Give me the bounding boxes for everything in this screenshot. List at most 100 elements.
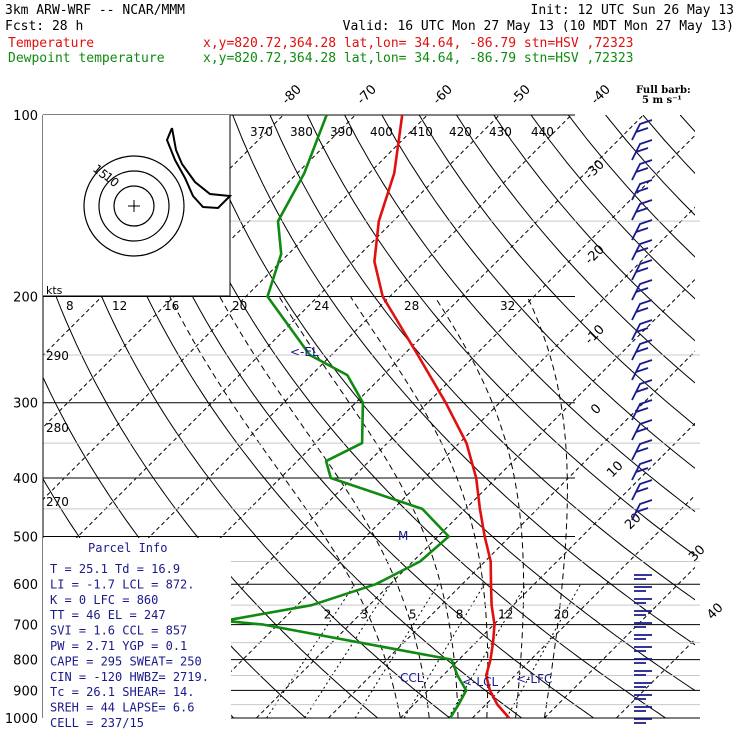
parcel-info-row: CIN = -120 HWBZ= 2719. — [50, 670, 209, 684]
wind-barb — [634, 694, 652, 700]
isotherm-label: 40 — [704, 601, 726, 623]
isotherm-line — [184, 206, 695, 718]
theta-label: 270 — [46, 495, 69, 509]
temperature-profile — [373, 114, 511, 719]
moist-adiabat-line — [219, 296, 430, 718]
wind-barb — [631, 219, 653, 241]
theta-label: 290 — [46, 349, 69, 363]
isotherm-line — [43, 115, 428, 501]
wind-barb — [635, 347, 649, 353]
hodograph-trace — [165, 127, 233, 210]
wind-barb — [635, 287, 649, 293]
isotherm-label: -60 — [430, 82, 456, 108]
hodograph-axis-label: 24 — [314, 299, 329, 313]
dry-adiabat-line — [381, 115, 695, 469]
parcel-level-label: <-LFC — [516, 672, 552, 686]
wind-barb — [631, 259, 653, 281]
dry-adiabat-line — [605, 115, 695, 216]
theta-label: 390 — [330, 125, 353, 139]
pressure-tick-label: 200 — [13, 291, 38, 306]
mixing-ratio-label: 3 — [360, 608, 368, 622]
mixing-ratio-line — [403, 583, 485, 719]
wind-barb — [634, 682, 652, 688]
wind-barb — [631, 239, 653, 261]
wind-barb — [631, 139, 653, 161]
pressure-tick-label: 400 — [13, 472, 38, 487]
mixing-ratio-line — [354, 583, 439, 719]
theta-label: 380 — [290, 125, 313, 139]
parcel-info-row: PW = 2.71 YGP = 0.1 — [50, 639, 187, 653]
wind-barb — [635, 387, 649, 393]
wind-barb — [634, 718, 652, 724]
wind-barb — [635, 467, 649, 473]
hodograph-axis-label: 12 — [112, 299, 127, 313]
wind-barb — [634, 622, 652, 628]
dry-adiabat-line — [306, 115, 695, 556]
mixing-ratio-line — [505, 583, 582, 719]
mixing-ratio-line — [447, 583, 527, 719]
pressure-tick-label: 900 — [13, 684, 38, 699]
hodograph-axis-label: 28 — [404, 299, 419, 313]
wind-barb — [631, 419, 653, 441]
wind-barb — [631, 439, 653, 461]
wind-barb — [634, 586, 652, 592]
wind-barb — [635, 267, 649, 273]
isotherm-line — [544, 566, 695, 718]
parcel-info-row: TT = 46 EL = 247 — [50, 608, 166, 622]
isotherm-label: -70 — [354, 82, 380, 108]
valid-time: Valid: 16 UTC Mon 27 May 13 (10 MDT Mon … — [343, 19, 734, 34]
pressure-tick-label: 300 — [13, 397, 38, 412]
mixing-ratio-line — [266, 583, 355, 719]
wind-barb — [634, 658, 652, 664]
wind-barb — [634, 598, 652, 604]
wind-barb — [635, 167, 649, 173]
wind-barb — [631, 399, 653, 421]
wind-barb — [635, 147, 649, 153]
wind-barb — [631, 319, 653, 341]
wind-barb — [631, 339, 653, 361]
dry-adiabat-line — [232, 115, 695, 646]
wind-barb — [634, 706, 652, 712]
wind-barb — [631, 299, 653, 321]
isotherm-label: -20 — [582, 242, 608, 268]
theta-label: 440 — [531, 125, 554, 139]
mixing-ratio-lines: 2 3 5 8 12 20 — [266, 583, 582, 719]
parcel-info-row: SVI = 1.6 CCL = 857 — [50, 624, 187, 638]
parcel-info-row: LI = -1.7 LCL = 872. — [50, 577, 195, 591]
dry-adiabat-line — [45, 115, 451, 718]
dry-adiabat-line — [456, 115, 695, 384]
wind-barb — [634, 646, 652, 652]
mixing-ratio-label: 2 — [324, 608, 332, 622]
mixing-ratio-label: 5 — [409, 608, 417, 622]
barb-legend-title: Full barb: — [636, 85, 691, 96]
dry-adiabat-line — [567, 115, 695, 258]
temperature-legend-info: x,y=820.72,364.28 lat,lon= 34.64, -86.79… — [203, 36, 633, 51]
pressure-tick-label: 100 — [13, 109, 38, 124]
wind-barb — [635, 427, 649, 433]
mixing-ratio-label: 20 — [554, 608, 569, 622]
isotherm-line — [43, 115, 356, 429]
dry-adiabat-line — [679, 115, 695, 133]
theta-label: 430 — [489, 125, 512, 139]
wind-barb — [631, 179, 653, 201]
wind-barb — [631, 199, 653, 221]
dry-adiabat-line — [120, 115, 595, 718]
model-title: 3km ARW-WRF -- NCAR/MMM — [5, 3, 185, 18]
parcel-info-row: CELL = 237/15 — [50, 716, 144, 730]
barb-legend: Full barb: 5 m s⁻¹ — [636, 85, 691, 106]
wind-barb — [635, 327, 649, 333]
wind-barb — [635, 507, 649, 513]
parcel-level-label: <-LCL — [462, 675, 498, 689]
parcel-info-row: CAPE = 295 SWEAT= 250 — [50, 654, 202, 668]
theta-label: 370 — [250, 125, 273, 139]
dry-adiabat-line — [344, 115, 695, 513]
isotherm-line — [400, 422, 695, 718]
mixing-ratio-label: 8 — [456, 608, 464, 622]
wind-barb — [634, 574, 652, 580]
isotherm-label: -80 — [279, 82, 305, 108]
isotherm-label: -30 — [582, 157, 608, 183]
isotherm-line — [43, 115, 500, 573]
parcel-info-rows: T = 25.1 Td = 16.9LI = -1.7 LCL = 872. K … — [50, 562, 209, 730]
pressure-tick-label: 1000 — [5, 712, 38, 727]
